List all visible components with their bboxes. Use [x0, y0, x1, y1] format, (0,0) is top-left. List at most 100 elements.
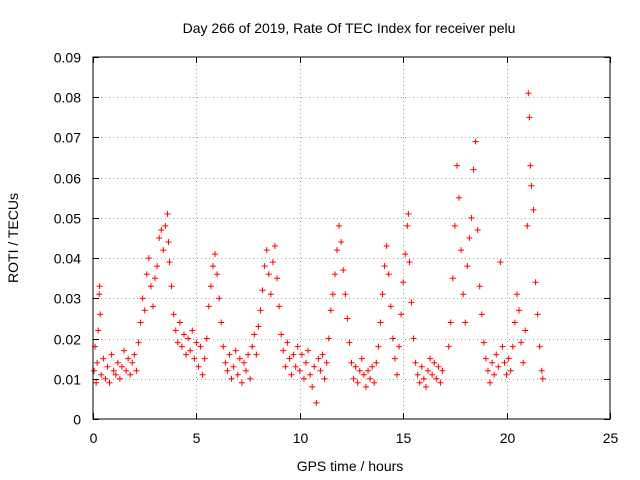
data-point — [165, 239, 172, 246]
data-point — [507, 367, 514, 374]
chart-title: Day 266 of 2019, Rate Of TEC Index for r… — [183, 20, 516, 36]
data-point — [336, 222, 343, 229]
data-point — [482, 355, 489, 362]
plot-frame — [92, 56, 611, 420]
data-point — [460, 291, 467, 298]
data-point — [168, 283, 175, 290]
data-point — [480, 339, 487, 346]
data-point — [393, 371, 400, 378]
data-point — [338, 239, 345, 246]
data-point — [137, 319, 144, 326]
data-point — [94, 359, 101, 366]
data-point — [257, 307, 264, 314]
data-point — [276, 303, 283, 310]
data-point — [391, 355, 398, 362]
data-point — [197, 343, 204, 350]
data-point — [404, 222, 411, 229]
data-point — [172, 327, 179, 334]
y-tick-label: 0.06 — [54, 171, 81, 187]
data-point — [528, 182, 535, 189]
y-tick-label: 0 — [73, 412, 81, 428]
data-point — [243, 367, 250, 374]
data-point — [422, 383, 429, 390]
data-point — [100, 355, 107, 362]
data-point — [416, 379, 423, 386]
data-point — [236, 355, 243, 362]
data-point — [230, 363, 237, 370]
data-point — [468, 214, 475, 221]
points-layer — [91, 90, 546, 406]
data-point — [420, 375, 427, 382]
data-point — [269, 259, 276, 266]
data-point — [315, 355, 322, 362]
data-point — [97, 311, 104, 318]
data-point — [408, 299, 415, 306]
data-point — [154, 263, 161, 270]
data-point — [525, 90, 532, 97]
data-point — [495, 363, 502, 370]
data-point — [98, 371, 105, 378]
data-point — [331, 271, 338, 278]
x-tick-label: 20 — [500, 430, 516, 446]
data-point — [385, 271, 392, 278]
data-point — [263, 247, 270, 254]
data-point — [524, 222, 531, 229]
data-point — [271, 243, 278, 250]
data-point — [309, 383, 316, 390]
data-point — [346, 339, 353, 346]
data-point — [234, 371, 241, 378]
data-point — [532, 279, 539, 286]
data-point — [176, 319, 183, 326]
data-point — [147, 283, 154, 290]
data-point — [280, 347, 287, 354]
data-point — [466, 235, 473, 241]
data-point — [405, 210, 412, 217]
data-point — [321, 375, 328, 382]
data-point — [451, 222, 458, 229]
data-point — [286, 355, 293, 362]
data-point — [458, 247, 465, 254]
data-point — [358, 355, 365, 362]
x-tick-label: 25 — [603, 430, 619, 446]
data-point — [278, 331, 285, 338]
data-point — [478, 311, 485, 318]
data-point — [300, 375, 307, 382]
data-point — [470, 166, 477, 173]
data-point — [121, 347, 128, 354]
data-point — [365, 367, 372, 374]
data-point — [93, 379, 100, 386]
data-point — [288, 371, 295, 378]
data-point — [294, 343, 301, 350]
data-point — [389, 335, 396, 342]
data-point — [513, 291, 520, 298]
data-point — [340, 267, 347, 274]
data-point — [305, 347, 312, 354]
data-point — [516, 307, 523, 314]
data-point — [489, 359, 496, 366]
data-point — [383, 243, 390, 250]
data-point — [118, 363, 125, 370]
data-point — [209, 263, 216, 270]
data-point — [511, 319, 518, 326]
data-point — [505, 355, 512, 362]
data-point — [536, 343, 543, 350]
data-point — [284, 339, 291, 346]
data-point — [259, 287, 266, 294]
data-point — [472, 138, 479, 145]
data-point — [538, 367, 545, 374]
data-point — [509, 343, 516, 350]
data-point — [207, 283, 214, 290]
data-point — [183, 351, 190, 358]
data-point — [425, 367, 432, 374]
data-point — [201, 355, 208, 362]
data-point — [418, 363, 425, 370]
data-point — [96, 283, 103, 290]
data-point — [166, 259, 173, 266]
data-point — [520, 359, 527, 366]
data-point — [253, 351, 260, 358]
data-point — [205, 303, 212, 310]
x-axis-label: GPS time / hours — [297, 458, 404, 474]
data-point — [319, 351, 326, 358]
data-point — [311, 363, 318, 370]
data-point — [195, 363, 202, 370]
